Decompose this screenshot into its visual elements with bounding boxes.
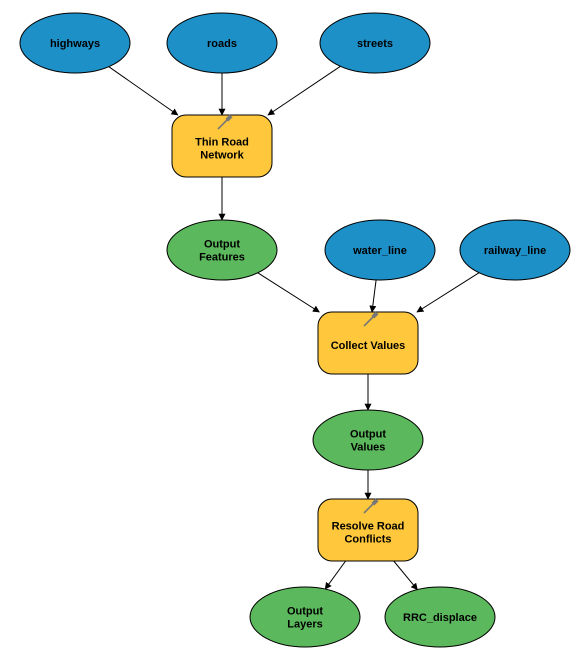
node-water: water_line [325,220,435,280]
node-label-out_features: OutputFeatures [199,239,245,264]
node-label-out_values: OutputValues [350,429,386,454]
node-label-streets: streets [357,38,393,50]
node-railway: railway_line [460,220,570,280]
node-roads: roads [167,13,277,73]
node-label-roads: roads [207,38,237,50]
node-rrc: RRC_displace [385,587,495,647]
node-highways: highways [20,13,130,73]
edges-layer [109,66,479,589]
edge-railway-collect [417,273,479,312]
node-label-collect: Collect Values [331,340,406,352]
edge-out_features-collect [258,273,320,312]
edge-resolve-out_layers [325,561,345,589]
node-label-rrc: RRC_displace [403,612,477,624]
nodes-layer: highways roads streets Thin RoadNetwork Outp… [20,13,570,647]
edge-streets-thin [268,66,340,115]
node-out_values: OutputValues [313,410,423,470]
node-thin: Thin RoadNetwork [172,114,272,177]
node-label-railway: railway_line [484,245,546,257]
edge-highways-thin [109,67,178,115]
edge-water-collect [372,280,376,312]
node-streets: streets [320,13,430,73]
node-collect: Collect Values [318,311,418,374]
node-label-water: water_line [352,245,407,257]
node-resolve: Resolve RoadConflicts [318,498,418,561]
node-label-highways: highways [50,38,100,50]
node-out_features: OutputFeatures [167,220,277,280]
node-out_layers: OutputLayers [250,587,360,647]
node-label-out_layers: OutputLayers [287,606,323,631]
flow-diagram: highways roads streets Thin RoadNetwork Outp… [0,0,577,649]
node-label-thin: Thin RoadNetwork [195,137,249,162]
edge-resolve-rrc [394,561,418,590]
